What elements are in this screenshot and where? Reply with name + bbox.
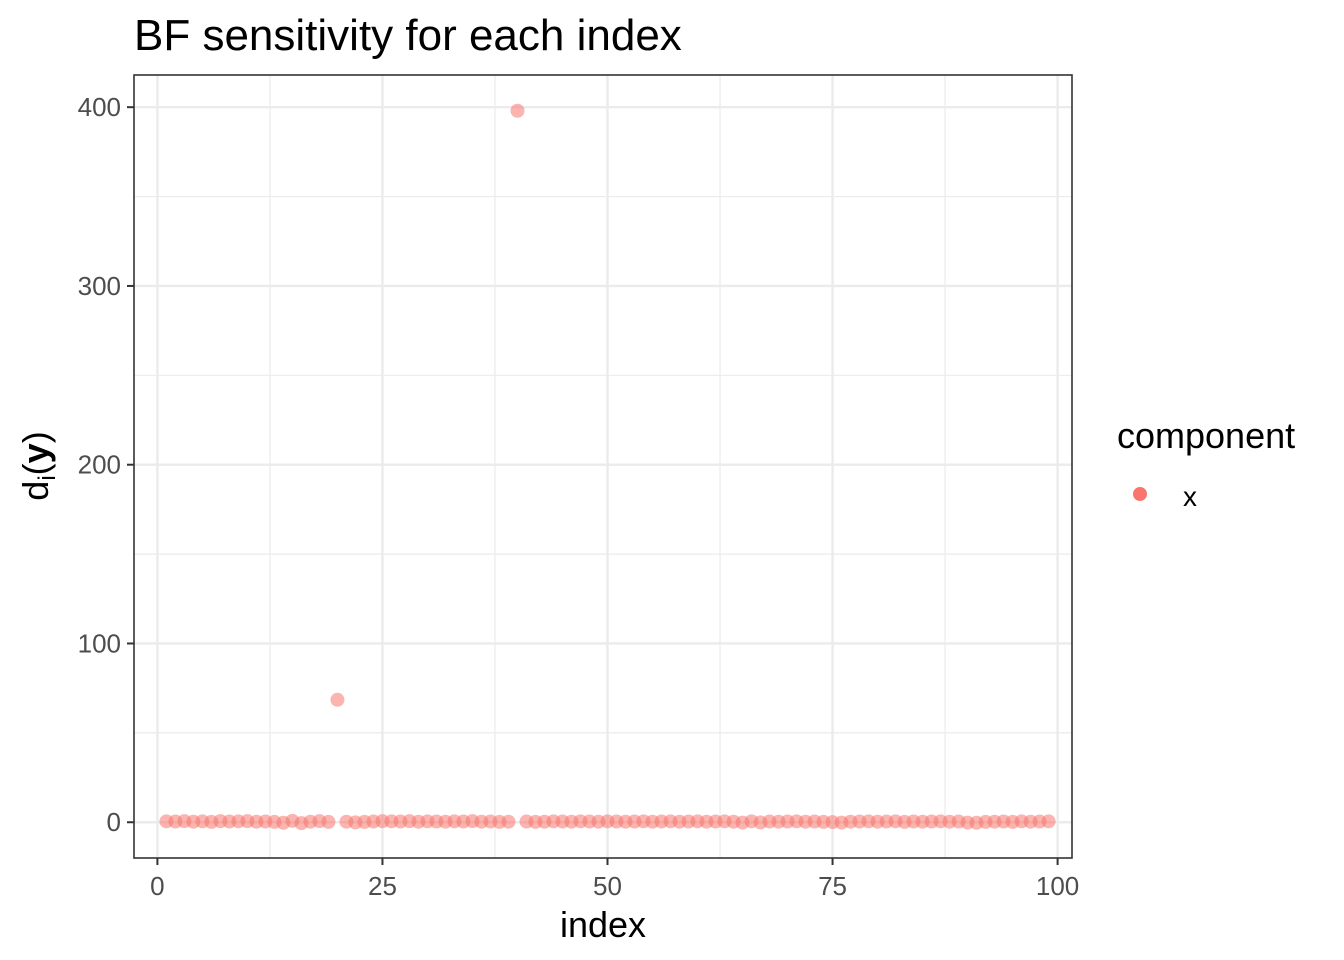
y-tick-label: 200 [78,450,121,480]
y-axis-title-subscript: i [34,475,61,480]
data-points [159,103,1056,831]
chart-title: BF sensitivity for each index [134,11,682,60]
data-point [501,814,516,829]
y-axis-title-paren-close: ) [15,431,56,443]
x-tick-label: 0 [150,871,164,901]
legend-key-point [1133,487,1147,501]
y-tick-label: 400 [78,92,121,122]
x-tick-label: 25 [368,871,397,901]
x-tick-label: 100 [1036,871,1079,901]
y-axis-title-main: d [15,481,56,501]
data-point [1041,814,1056,829]
data-point [510,103,525,118]
x-tick-label: 75 [818,871,847,901]
y-axis-title-paren-open: ( [15,463,56,475]
axis-ticks [127,106,1059,865]
minor-gridlines [134,75,1072,858]
legend-title: component [1117,415,1295,456]
y-tick-label: 0 [107,807,121,837]
x-axis-title: index [560,904,646,945]
axis-tick-labels: 0 25 50 75 100 0 100 200 300 400 [78,92,1080,901]
y-axis-title: di(y) [15,431,61,500]
y-tick-label: 100 [78,628,121,658]
x-tick-label: 50 [593,871,622,901]
legend-label-x: x [1183,481,1197,512]
plot-panel-border [133,74,1073,859]
data-point [321,814,336,829]
data-point [330,692,345,707]
y-tick-label: 300 [78,271,121,301]
y-axis-title-vector: y [15,443,56,463]
legend: component x [1117,415,1295,512]
